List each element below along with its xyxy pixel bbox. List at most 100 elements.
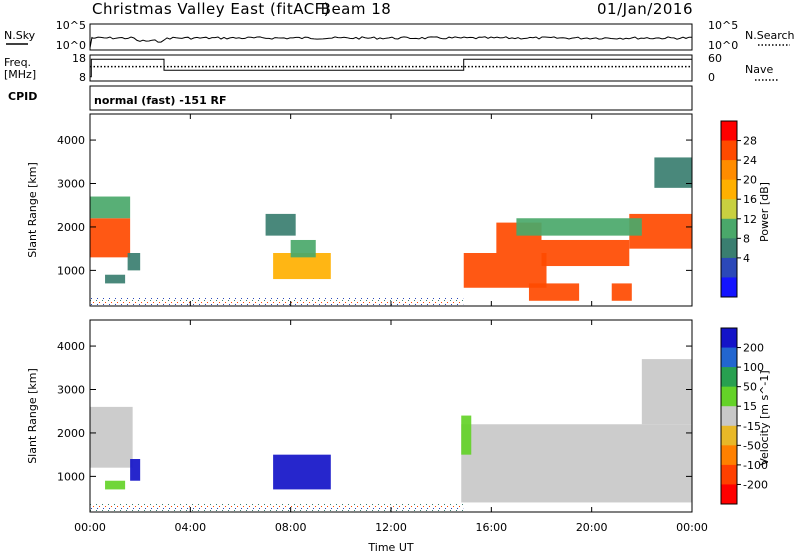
colorbar-swatch bbox=[721, 140, 737, 161]
echo-region bbox=[611, 283, 632, 301]
noise-sky-series bbox=[89, 36, 693, 49]
x-tick-label: 04:00 bbox=[174, 521, 206, 534]
colorbar-swatch bbox=[721, 179, 737, 200]
echo-region bbox=[516, 218, 642, 236]
colorbar-tick-label: 8 bbox=[743, 232, 750, 245]
near-range-scatter bbox=[90, 298, 464, 306]
colorbar-tick-label: 12 bbox=[743, 213, 757, 226]
colorbar-swatch bbox=[721, 199, 737, 220]
colorbar-swatch bbox=[721, 121, 737, 142]
echo-region bbox=[105, 480, 126, 490]
power-colorbar-label: Power [dB] bbox=[758, 182, 771, 242]
noise-search-label: N.Search bbox=[745, 29, 795, 42]
colorbar-tick-label: 200 bbox=[743, 342, 764, 355]
echo-region bbox=[461, 415, 472, 455]
velocity-y-ticks: 1000 2000 3000 4000 bbox=[57, 340, 692, 483]
x-axis-label: Time UT bbox=[367, 541, 413, 554]
colorbar-tick-label: -100 bbox=[743, 459, 768, 472]
echo-region bbox=[90, 218, 131, 258]
colorbar-swatch bbox=[721, 464, 737, 485]
power-y-ticks: 1000 2000 3000 4000 bbox=[57, 134, 692, 277]
date-label: 01/Jan/2016 bbox=[597, 0, 693, 18]
power-panel-frame bbox=[89, 113, 693, 307]
noise-right-tick-top: 10^5 bbox=[708, 19, 738, 32]
frequency-series bbox=[90, 58, 692, 78]
echo-region bbox=[461, 424, 692, 503]
y-tick-label: 2000 bbox=[57, 427, 85, 440]
noise-panel: N.Sky 10^5 10^0 10^5 10^0 N.Search bbox=[4, 19, 795, 52]
y-tick-label: 3000 bbox=[57, 384, 85, 397]
echo-region bbox=[90, 196, 131, 219]
cpid-panel-frame bbox=[89, 85, 693, 111]
noise-sky-label: N.Sky bbox=[4, 29, 36, 42]
velocity-panel: 1000 2000 3000 4000 Slant Range [km] 200 100… bbox=[26, 319, 771, 513]
velocity-y-label: Slant Range [km] bbox=[26, 368, 39, 464]
frequency-panel-frame bbox=[89, 54, 693, 82]
beam-label: Beam 18 bbox=[321, 0, 392, 18]
colorbar-frame bbox=[720, 120, 738, 298]
noise-left-tick-bottom: 10^0 bbox=[56, 39, 86, 52]
colorbar-swatch bbox=[721, 425, 737, 446]
freq-left-tick-bottom: 8 bbox=[79, 71, 86, 84]
velocity-data bbox=[90, 359, 692, 512]
echo-region bbox=[273, 454, 331, 490]
colorbar-swatch bbox=[721, 386, 737, 407]
y-tick-label: 4000 bbox=[57, 134, 85, 147]
colorbar-tick-label: 16 bbox=[743, 193, 757, 206]
cpid-label: CPID bbox=[8, 90, 37, 103]
echo-region bbox=[127, 253, 141, 271]
colorbar-swatch bbox=[721, 160, 737, 181]
colorbar-tick-label: 15 bbox=[743, 400, 757, 413]
power-colorbar: 28 24 20 16 12 8 4 bbox=[720, 120, 757, 298]
colorbar-swatch bbox=[721, 367, 737, 388]
echo-region bbox=[265, 213, 296, 236]
cpid-text: normal (fast) -151 RF bbox=[94, 94, 227, 107]
colorbar-tick-label: 28 bbox=[743, 135, 757, 148]
power-data bbox=[90, 157, 692, 306]
colorbar-tick-label: -50 bbox=[743, 439, 761, 452]
x-tick-label: 00:00 bbox=[676, 521, 708, 534]
colorbar-swatch bbox=[721, 406, 737, 427]
velocity-colorbar: 200 100 50 15 -15 -50 -100 -200 bbox=[720, 327, 768, 505]
echo-region bbox=[90, 406, 133, 468]
y-tick-label: 1000 bbox=[57, 470, 85, 483]
freq-left-tick-top: 18 bbox=[72, 52, 86, 65]
colorbar-swatch bbox=[721, 277, 737, 298]
colorbar-swatch bbox=[721, 238, 737, 259]
nave-label: Nave bbox=[745, 63, 773, 76]
station-title: Christmas Valley East (fitACF) bbox=[92, 0, 330, 18]
colorbar-swatch bbox=[721, 257, 737, 278]
freq-right-tick-bottom: 0 bbox=[708, 71, 715, 84]
frequency-panel: Freq. [MHz] 18 8 60 0 Nave bbox=[4, 52, 778, 84]
colorbar-frame bbox=[720, 327, 738, 505]
echo-region bbox=[105, 274, 126, 284]
velocity-colorbar-label: Velocity [m s^-1] bbox=[758, 370, 771, 465]
x-tick-label: 08:00 bbox=[275, 521, 307, 534]
x-tick-label: 20:00 bbox=[576, 521, 608, 534]
y-tick-label: 2000 bbox=[57, 221, 85, 234]
noise-left-tick-top: 10^5 bbox=[56, 19, 86, 32]
cpid-panel: CPID normal (fast) -151 RF bbox=[8, 85, 693, 111]
echo-region bbox=[641, 359, 692, 425]
y-tick-label: 1000 bbox=[57, 264, 85, 277]
colorbar-tick-label: 50 bbox=[743, 381, 757, 394]
colorbar-tick-label: -200 bbox=[743, 478, 768, 491]
colorbar-swatch bbox=[721, 484, 737, 505]
x-tick-label: 12:00 bbox=[375, 521, 407, 534]
power-panel: 1000 2000 3000 4000 Slant Range [km] 28 24 20… bbox=[26, 113, 771, 307]
x-tick-label: 16:00 bbox=[475, 521, 507, 534]
colorbar-tick-label: 100 bbox=[743, 361, 764, 374]
y-tick-label: 4000 bbox=[57, 340, 85, 353]
near-range-scatter bbox=[90, 504, 464, 512]
echo-region bbox=[463, 253, 547, 288]
colorbar-tick-label: 24 bbox=[743, 154, 757, 167]
colorbar-swatch bbox=[721, 347, 737, 368]
echo-region bbox=[290, 239, 316, 258]
colorbar-tick-label: 20 bbox=[743, 174, 757, 187]
echo-region bbox=[541, 239, 630, 267]
time-x-ticks: 00:00 04:00 08:00 12:00 16:00 20:00 00:00 bbox=[74, 114, 708, 534]
echo-region bbox=[654, 157, 692, 188]
x-tick-label: 00:00 bbox=[74, 521, 106, 534]
y-tick-label: 3000 bbox=[57, 178, 85, 191]
